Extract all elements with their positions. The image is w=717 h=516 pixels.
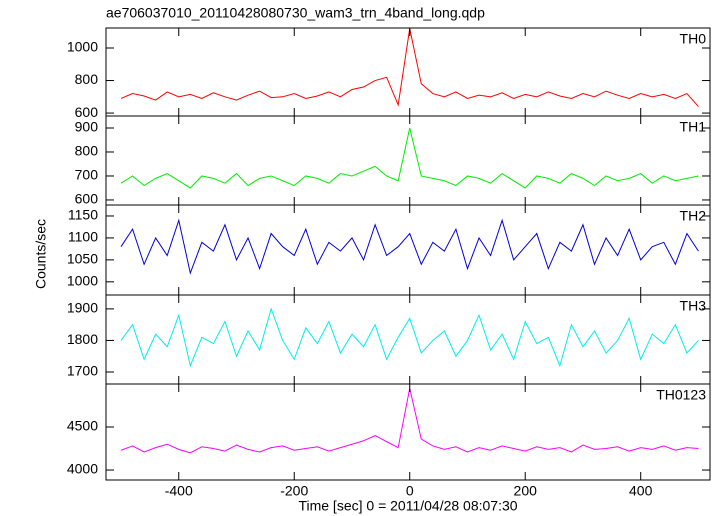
y-axis-label: Counts/sec	[33, 219, 49, 289]
y-tick-label: 4000	[67, 461, 98, 477]
x-tick-label: -400	[165, 483, 193, 499]
y-tick-label: 1900	[67, 300, 98, 316]
x-tick-label: 400	[629, 483, 653, 499]
y-tick-label: 1050	[67, 251, 98, 267]
y-tick-label: 1800	[67, 331, 98, 347]
y-tick-label: 1000	[67, 273, 98, 289]
x-tick-label: 0	[406, 483, 414, 499]
panel-label: TH3	[680, 298, 707, 314]
panel-frame	[105, 204, 711, 296]
x-tick-label: 200	[514, 483, 538, 499]
panel-frame	[105, 115, 711, 206]
y-tick-label: 600	[75, 191, 99, 207]
y-tick-label: 1700	[67, 363, 98, 379]
y-tick-label: 600	[75, 104, 99, 120]
x-axis-label: Time [sec] 0 = 2011/04/28 08:07:30	[298, 498, 517, 514]
y-tick-label: 4500	[67, 418, 98, 434]
x-tick-label: -200	[280, 483, 308, 499]
data-line	[120, 307, 699, 368]
data-line	[120, 388, 699, 454]
panel-label: TH0	[680, 31, 707, 47]
y-tick-label: 800	[75, 71, 99, 87]
y-tick-label: 800	[75, 143, 99, 159]
panel-frame	[105, 383, 711, 481]
panel-frame	[105, 294, 711, 385]
data-line	[120, 127, 699, 189]
data-line	[120, 218, 699, 275]
chart-title: ae706037010_20110428080730_wam3_trn_4ban…	[106, 5, 485, 21]
panel-label: TH0123	[656, 387, 706, 403]
y-tick-label: 1000	[67, 39, 98, 55]
y-tick-label: 1150	[68, 207, 98, 223]
data-line	[120, 28, 699, 107]
panel-label: TH1	[680, 119, 707, 135]
y-tick-label: 1100	[68, 229, 98, 245]
y-tick-label: 700	[75, 167, 99, 183]
y-tick-label: 900	[75, 119, 99, 135]
panel-label: TH2	[680, 208, 707, 224]
